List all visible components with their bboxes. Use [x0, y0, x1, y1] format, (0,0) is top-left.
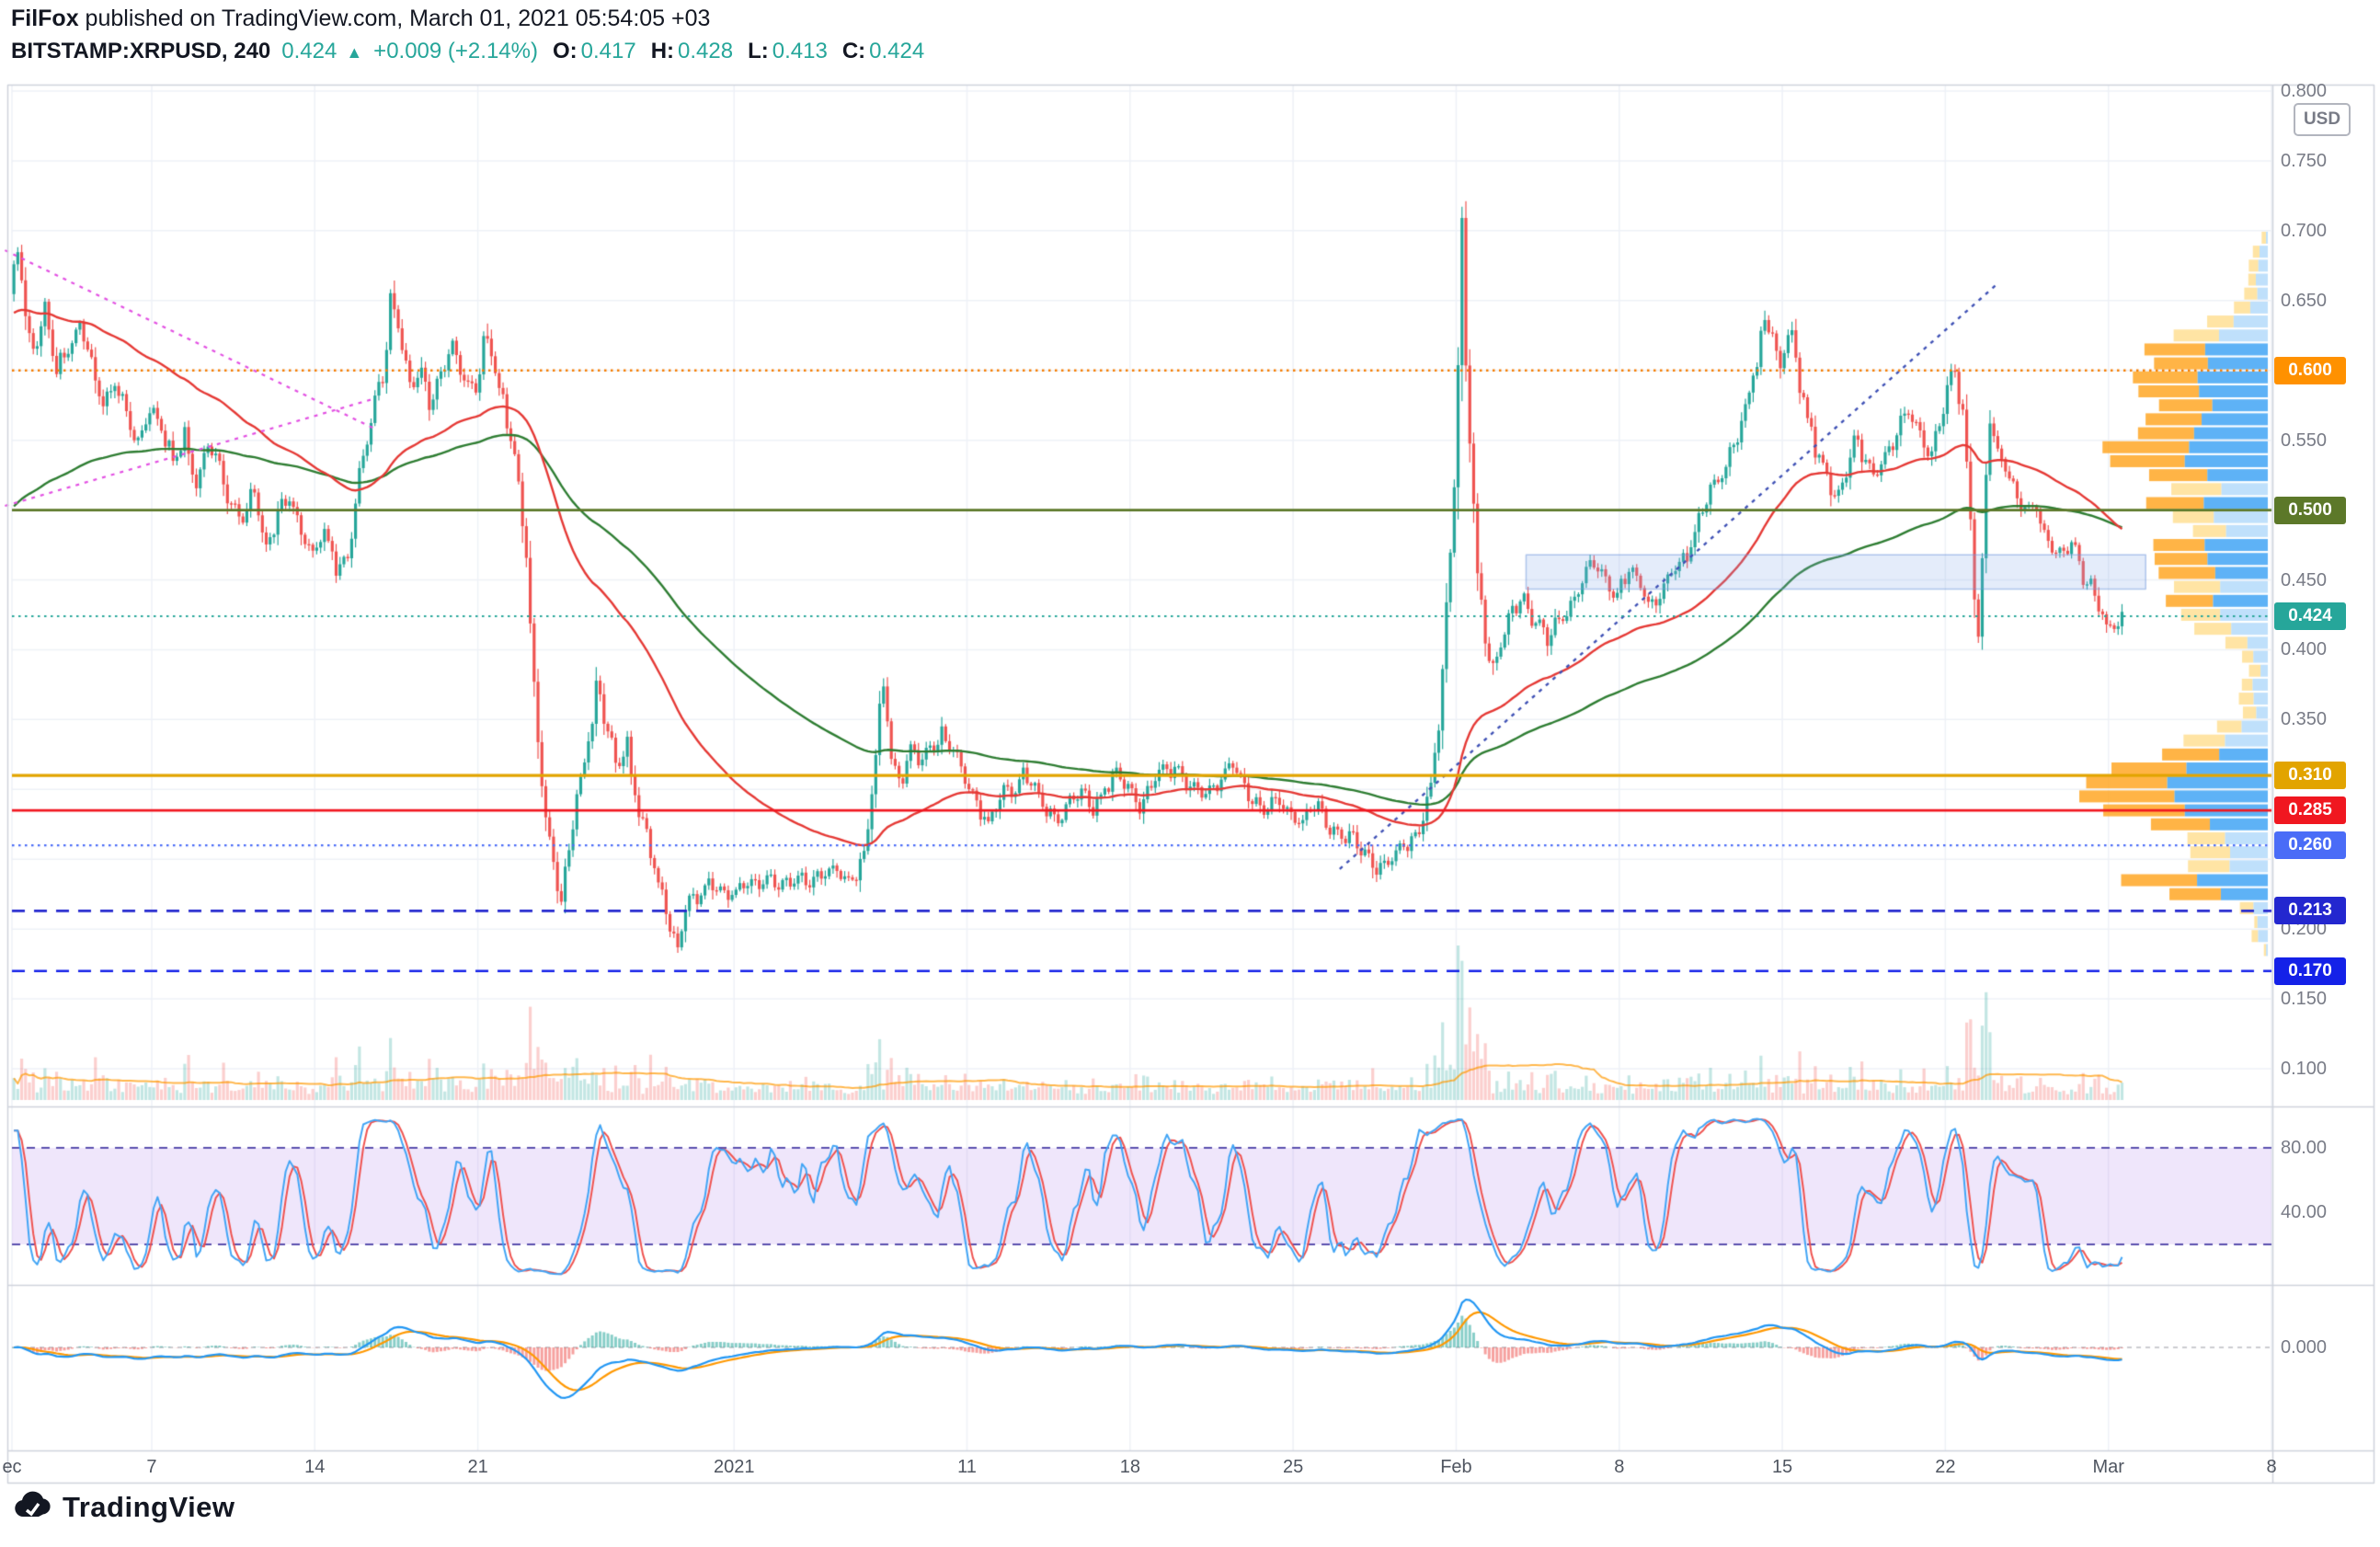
close-value: 0.424: [869, 39, 925, 63]
currency-selector[interactable]: USD: [2294, 103, 2351, 136]
price-level-badge-0.310: 0.310: [2274, 762, 2346, 790]
price-axis-tick: 0.550: [2281, 430, 2328, 451]
open-field: O: 0.417: [553, 39, 636, 63]
time-axis-label: 7: [146, 1457, 157, 1477]
price-level-badge-0.170: 0.170: [2274, 957, 2346, 985]
stoch-axis-tick: 80.00: [2281, 1138, 2328, 1158]
low-field: L: 0.413: [748, 39, 828, 63]
time-axis-label: Mar: [2092, 1457, 2124, 1477]
price-change: +0.009 (+2.14%): [373, 39, 538, 63]
time-axis-label: 8: [1614, 1457, 1625, 1477]
low-label: L:: [748, 39, 769, 63]
price-level-badge-0.260: 0.260: [2274, 831, 2346, 860]
high-field: H: 0.428: [651, 39, 733, 63]
price-axis-tick: 0.350: [2281, 709, 2328, 730]
time-axis-label: 18: [1119, 1457, 1140, 1477]
time-axis-label: 14: [304, 1457, 326, 1477]
price-level-badge-0.424: 0.424: [2274, 602, 2346, 630]
open-value: 0.417: [580, 39, 636, 63]
footer: TradingView: [13, 1490, 235, 1525]
macd-axis-tick: 0.000: [2281, 1337, 2328, 1358]
time-axis-label: 21: [467, 1457, 488, 1477]
price-axis-tick: 0.800: [2281, 81, 2328, 101]
time-axis-label: Feb: [1440, 1457, 1472, 1477]
price-level-badge-0.500: 0.500: [2274, 496, 2346, 524]
published-info: published on TradingView.com, March 01, …: [78, 6, 711, 31]
close-field: C: 0.424: [842, 39, 924, 63]
time-axis-label: 22: [1935, 1457, 1956, 1477]
price-axis-tick: 0.700: [2281, 220, 2328, 241]
time-axis-label: 11: [957, 1457, 977, 1477]
time-axis-label: ec: [2, 1457, 22, 1477]
high-value: 0.428: [678, 39, 734, 63]
currency-label: USD: [2303, 109, 2341, 129]
up-arrow-icon: ▲: [346, 43, 363, 62]
price-level-badge-0.213: 0.213: [2274, 897, 2346, 925]
price-axis-tick: 0.150: [2281, 989, 2328, 1010]
stoch-axis-tick: 40.00: [2281, 1202, 2328, 1222]
author-name: FilFox: [11, 6, 79, 31]
price-axis-tick: 0.400: [2281, 639, 2328, 660]
price-axis-tick: 0.100: [2281, 1059, 2328, 1080]
low-value: 0.413: [772, 39, 828, 63]
price-axis-tick: 0.750: [2281, 150, 2328, 171]
publish-line: FilFox published on TradingView.com, Mar…: [11, 6, 924, 32]
time-axis-label: 2021: [713, 1457, 755, 1477]
symbol-info-bar: BITSTAMP:XRPUSD, 240 0.424 ▲ +0.009 (+2.14%…: [11, 39, 924, 64]
header: FilFox published on TradingView.com, Mar…: [11, 6, 924, 64]
high-label: H:: [650, 39, 675, 63]
price-level-badge-0.600: 0.600: [2274, 356, 2346, 384]
time-axis-label: 15: [1771, 1457, 1793, 1477]
symbol-title[interactable]: BITSTAMP:XRPUSD, 240: [11, 39, 271, 63]
last-price: 0.424: [281, 39, 338, 63]
price-axis-tick: 0.450: [2281, 569, 2328, 590]
price-axis-tick: 0.650: [2281, 290, 2328, 311]
brand-name: TradingView: [63, 1491, 235, 1523]
open-label: O:: [552, 39, 578, 63]
time-axis-label: 25: [1283, 1457, 1304, 1477]
close-label: C:: [841, 39, 866, 63]
price-level-badge-0.285: 0.285: [2274, 796, 2346, 825]
time-axis-label: 8: [2266, 1457, 2277, 1477]
tradingview-logo-icon[interactable]: [13, 1490, 51, 1525]
